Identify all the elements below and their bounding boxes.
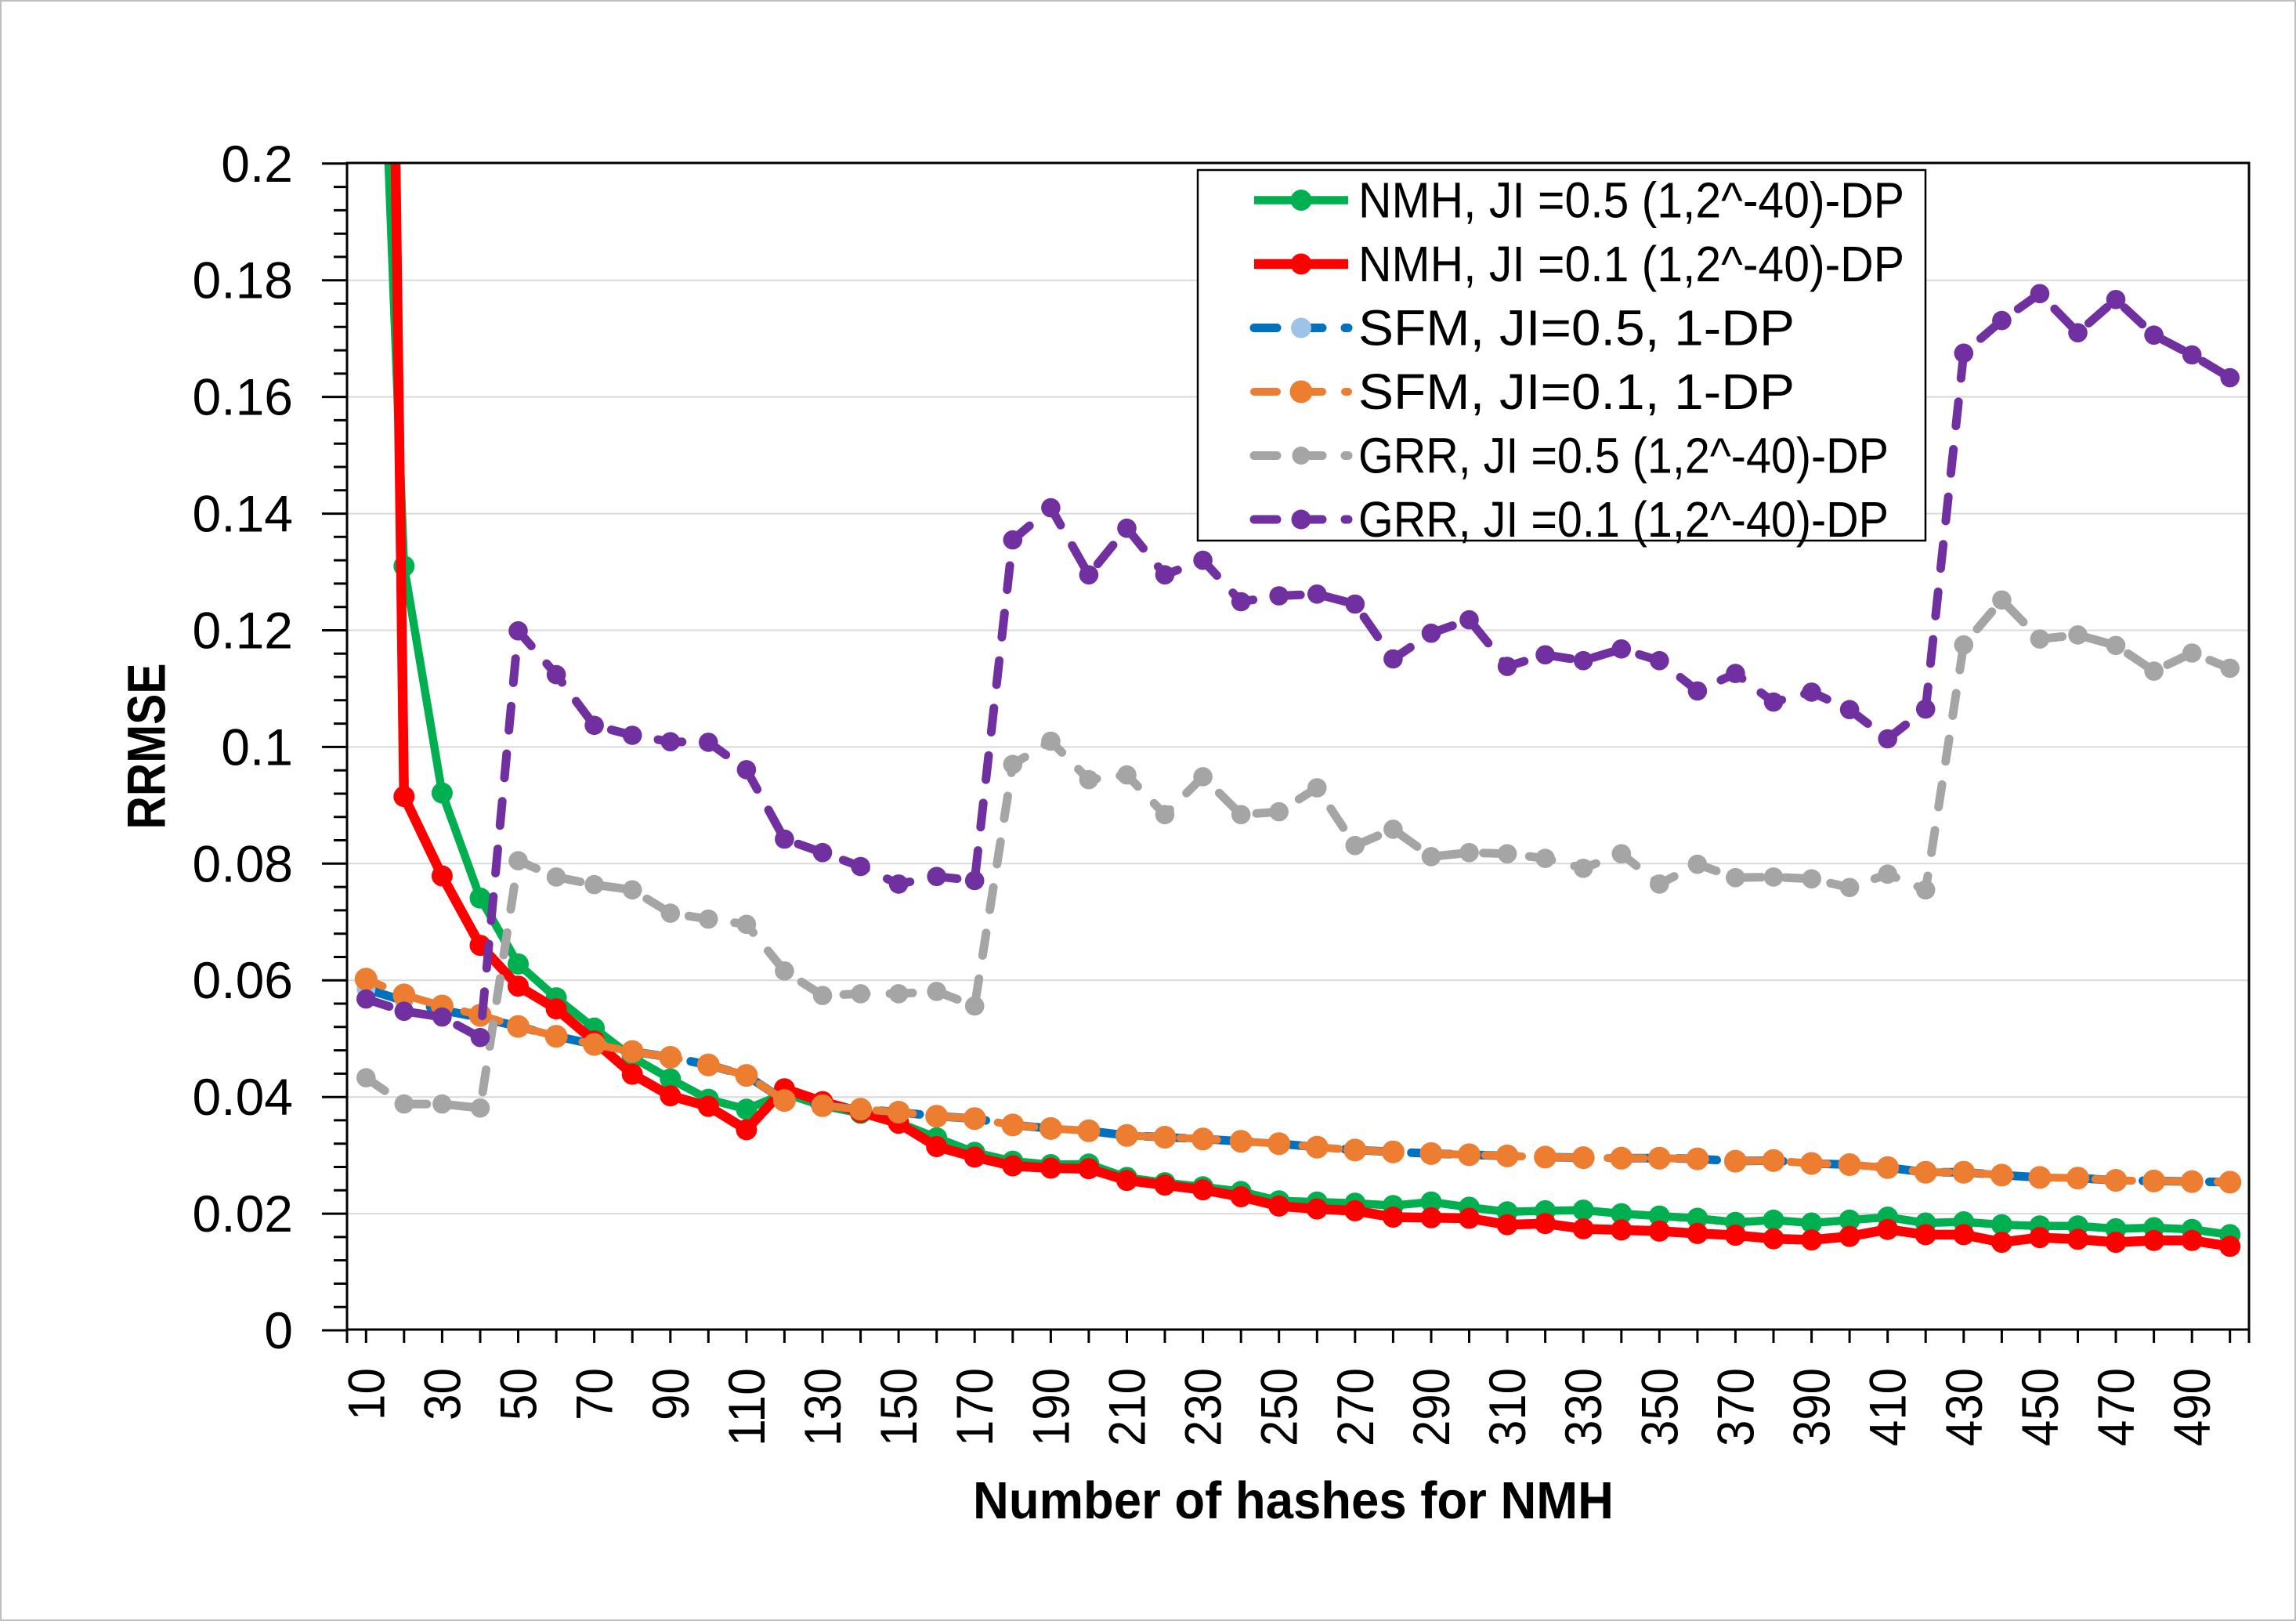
svg-text:0.02: 0.02 bbox=[193, 1185, 293, 1243]
svg-text:270: 270 bbox=[1326, 1368, 1384, 1446]
svg-text:170: 170 bbox=[946, 1368, 1003, 1446]
svg-text:0.12: 0.12 bbox=[193, 602, 293, 660]
svg-text:190: 190 bbox=[1021, 1368, 1079, 1446]
svg-text:490: 490 bbox=[2163, 1368, 2221, 1446]
svg-text:GRR, JI =0.1 (1,2^-40)-DP: GRR, JI =0.1 (1,2^-40)-DP bbox=[1358, 491, 1889, 548]
svg-text:SFM, JI=0.5, 1-DP: SFM, JI=0.5, 1-DP bbox=[1358, 300, 1795, 356]
svg-text:SFM, JI=0.1, 1-DP: SFM, JI=0.1, 1-DP bbox=[1358, 364, 1795, 420]
svg-text:350: 350 bbox=[1630, 1368, 1688, 1446]
svg-text:50: 50 bbox=[490, 1368, 548, 1420]
svg-text:150: 150 bbox=[870, 1368, 927, 1446]
svg-text:Number of hashes for NMH: Number of hashes for NMH bbox=[973, 1471, 1614, 1530]
svg-text:230: 230 bbox=[1174, 1368, 1232, 1446]
svg-text:30: 30 bbox=[413, 1368, 471, 1420]
svg-text:RRMSE: RRMSE bbox=[117, 664, 177, 830]
svg-text:0.14: 0.14 bbox=[193, 485, 293, 543]
svg-text:390: 390 bbox=[1783, 1368, 1841, 1446]
svg-text:450: 450 bbox=[2011, 1368, 2069, 1446]
svg-text:0.16: 0.16 bbox=[193, 368, 293, 426]
svg-text:0.06: 0.06 bbox=[193, 951, 293, 1009]
svg-text:330: 330 bbox=[1554, 1368, 1612, 1446]
svg-text:370: 370 bbox=[1706, 1368, 1764, 1446]
svg-text:10: 10 bbox=[337, 1368, 395, 1420]
svg-text:NMH, JI =0.5 (1,2^-40)-DP: NMH, JI =0.5 (1,2^-40)-DP bbox=[1358, 172, 1904, 229]
svg-text:310: 310 bbox=[1478, 1368, 1536, 1446]
svg-text:70: 70 bbox=[566, 1368, 624, 1420]
svg-text:0.2: 0.2 bbox=[221, 135, 293, 193]
svg-text:430: 430 bbox=[1935, 1368, 1993, 1446]
svg-text:0.1: 0.1 bbox=[221, 718, 293, 776]
svg-text:GRR, JI =0.5 (1,2^-40)-DP: GRR, JI =0.5 (1,2^-40)-DP bbox=[1358, 428, 1889, 484]
svg-text:470: 470 bbox=[2087, 1368, 2145, 1446]
svg-text:0.18: 0.18 bbox=[193, 251, 293, 309]
svg-text:0.04: 0.04 bbox=[193, 1068, 293, 1126]
svg-text:110: 110 bbox=[718, 1368, 776, 1446]
svg-text:290: 290 bbox=[1402, 1368, 1460, 1446]
svg-text:250: 250 bbox=[1250, 1368, 1308, 1446]
svg-text:NMH, JI =0.1 (1,2^-40)-DP: NMH, JI =0.1 (1,2^-40)-DP bbox=[1358, 236, 1904, 292]
svg-text:410: 410 bbox=[1859, 1368, 1917, 1446]
svg-text:0: 0 bbox=[264, 1301, 293, 1359]
svg-text:210: 210 bbox=[1098, 1368, 1156, 1446]
svg-text:130: 130 bbox=[794, 1368, 852, 1446]
svg-text:90: 90 bbox=[642, 1368, 700, 1420]
svg-text:0.08: 0.08 bbox=[193, 834, 293, 892]
